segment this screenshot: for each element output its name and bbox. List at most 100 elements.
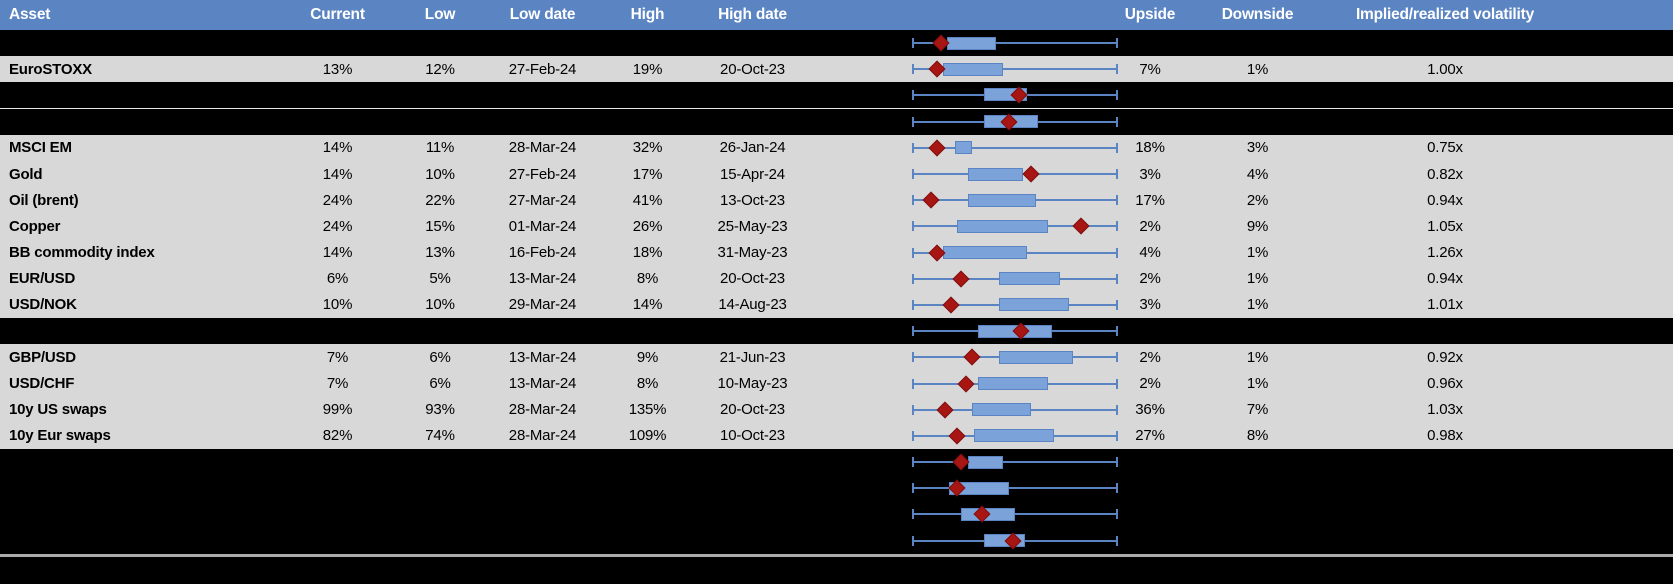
cell-low[interactable]: 5% (429, 270, 451, 288)
cell-downside[interactable]: 1% (1246, 296, 1269, 314)
cell-high-date[interactable]: 14-Aug-23 (718, 296, 787, 314)
cell-upside[interactable]: 17% (1135, 191, 1165, 209)
cell-high-date[interactable]: 25-May-23 (717, 217, 788, 235)
table-row[interactable]: USD/CHF 7% 6% 13-Mar-24 8% 10-May-23 2% 1% 0.96x (0, 370, 1673, 397)
table-row[interactable]: Oil (brent) 24% 22% 27-Mar-24 41% 13-Oct-23 17… (0, 187, 1673, 214)
column-header-implied-realized[interactable]: Implied/realized volatility (1355, 6, 1535, 23)
cell-upside[interactable]: 18% (1135, 139, 1165, 157)
cell-high[interactable]: 8% (636, 375, 659, 393)
cell-asset[interactable]: Gold (9, 165, 43, 183)
cell-high-date[interactable]: 31-May-23 (717, 244, 788, 262)
table-row[interactable]: GBP/USD 7% 6% 13-Mar-24 9% 21-Jun-23 2% 1% 0.92x (0, 344, 1673, 371)
cell-implied-realized-vol[interactable]: 1.00x (1427, 60, 1463, 78)
table-row[interactable] (0, 30, 1673, 57)
cell-downside[interactable]: 1% (1246, 60, 1269, 78)
cell-upside[interactable]: 3% (1139, 165, 1161, 183)
cell-implied-realized-vol[interactable]: 0.96x (1427, 375, 1463, 393)
cell-low[interactable]: 13% (425, 244, 455, 262)
cell-upside[interactable]: 7% (1139, 60, 1161, 78)
cell-downside[interactable]: 1% (1246, 348, 1269, 366)
cell-downside[interactable]: 3% (1246, 139, 1269, 157)
cell-high-date[interactable]: 15-Apr-24 (720, 165, 785, 183)
column-header-low[interactable]: Low (424, 6, 456, 23)
table-row[interactable]: Copper 24% 15% 01-Mar-24 26% 25-May-23 2% 9% 1.0… (0, 213, 1673, 240)
cell-low-date[interactable]: 28-Mar-24 (508, 139, 577, 157)
cell-high[interactable]: 9% (636, 348, 659, 366)
table-row[interactable]: 10y US swaps 99% 93% 28-Mar-24 135% 20-Oct-23… (0, 396, 1673, 423)
cell-high-date[interactable]: 20-Oct-23 (720, 60, 785, 78)
cell-implied-realized-vol[interactable]: 0.94x (1427, 270, 1463, 288)
table-row[interactable]: BB commodity index 14% 13% 16-Feb-24 18% 31-M… (0, 239, 1673, 266)
cell-high[interactable]: 41% (632, 191, 663, 209)
cell-asset[interactable]: Oil (brent) (9, 191, 79, 209)
column-header-current[interactable]: Current (310, 6, 365, 23)
cell-high-date[interactable]: 10-May-23 (717, 375, 788, 393)
cell-current[interactable]: 82% (322, 427, 353, 445)
cell-implied-realized-vol[interactable]: 0.92x (1427, 348, 1463, 366)
cell-upside[interactable]: 2% (1139, 375, 1161, 393)
cell-asset[interactable]: MSCI EM (9, 139, 72, 157)
cell-low[interactable]: 93% (425, 401, 455, 419)
cell-implied-realized-vol[interactable]: 1.03x (1427, 401, 1463, 419)
cell-high[interactable]: 32% (632, 139, 663, 157)
cell-implied-realized-vol[interactable]: 0.98x (1427, 427, 1463, 445)
cell-asset[interactable]: GBP/USD (9, 348, 76, 366)
cell-low-date[interactable]: 13-Mar-24 (508, 270, 577, 288)
cell-downside[interactable]: 4% (1246, 165, 1269, 183)
cell-low[interactable]: 22% (425, 191, 455, 209)
table-row[interactable]: MSCI EM 14% 11% 28-Mar-24 32% 26-Jan-24 18% 3% 0… (0, 134, 1673, 161)
cell-implied-realized-vol[interactable]: 1.01x (1427, 296, 1463, 314)
cell-low-date[interactable]: 27-Feb-24 (508, 165, 577, 183)
table-row[interactable] (0, 82, 1673, 109)
column-header-asset[interactable]: Asset (9, 6, 51, 23)
table-row[interactable] (0, 449, 1673, 476)
cell-low-date[interactable]: 13-Mar-24 (508, 348, 577, 366)
cell-low-date[interactable]: 28-Mar-24 (508, 427, 577, 445)
table-row[interactable] (0, 527, 1673, 554)
cell-downside[interactable]: 8% (1246, 427, 1269, 445)
cell-asset[interactable]: USD/NOK (9, 296, 77, 314)
cell-downside[interactable]: 1% (1246, 244, 1269, 262)
cell-high[interactable]: 135% (628, 401, 667, 419)
cell-low[interactable]: 15% (425, 217, 455, 235)
cell-high[interactable]: 26% (632, 217, 663, 235)
cell-current[interactable]: 7% (326, 375, 349, 393)
cell-low-date[interactable]: 27-Mar-24 (508, 191, 577, 209)
cell-asset[interactable]: 10y US swaps (9, 401, 107, 419)
cell-low[interactable]: 6% (429, 375, 451, 393)
cell-high[interactable]: 18% (632, 244, 663, 262)
column-header-downside[interactable]: Downside (1221, 6, 1294, 23)
column-header-high[interactable]: High (630, 6, 665, 23)
cell-low[interactable]: 74% (425, 427, 455, 445)
cell-upside[interactable]: 2% (1139, 270, 1161, 288)
cell-high-date[interactable]: 21-Jun-23 (719, 348, 786, 366)
cell-low-date[interactable]: 29-Mar-24 (508, 296, 577, 314)
cell-asset[interactable]: EUR/USD (9, 270, 76, 288)
cell-current[interactable]: 24% (322, 217, 353, 235)
column-header-upside[interactable]: Upside (1124, 6, 1176, 23)
cell-current[interactable]: 10% (322, 296, 353, 314)
cell-low[interactable]: 12% (425, 60, 455, 78)
cell-low-date[interactable]: 13-Mar-24 (508, 375, 577, 393)
table-row[interactable]: EUR/USD 6% 5% 13-Mar-24 8% 20-Oct-23 2% 1% 0.94x (0, 265, 1673, 292)
cell-current[interactable]: 99% (322, 401, 353, 419)
cell-high-date[interactable]: 20-Oct-23 (720, 401, 785, 419)
cell-implied-realized-vol[interactable]: 1.26x (1427, 244, 1463, 262)
cell-downside[interactable]: 1% (1246, 270, 1269, 288)
cell-upside[interactable]: 4% (1139, 244, 1161, 262)
table-row[interactable]: 10y Eur swaps 82% 74% 28-Mar-24 109% 10-Oct-2… (0, 422, 1673, 449)
cell-low[interactable]: 6% (429, 348, 451, 366)
cell-upside[interactable]: 2% (1139, 348, 1161, 366)
cell-asset[interactable]: Copper (9, 217, 61, 235)
cell-asset[interactable]: BB commodity index (9, 244, 155, 262)
table-row[interactable] (0, 108, 1673, 135)
table-row[interactable] (0, 318, 1673, 345)
cell-upside[interactable]: 36% (1135, 401, 1165, 419)
cell-high-date[interactable]: 13-Oct-23 (720, 191, 785, 209)
cell-low-date[interactable]: 27-Feb-24 (508, 60, 577, 78)
cell-low-date[interactable]: 28-Mar-24 (508, 401, 577, 419)
cell-low[interactable]: 10% (425, 296, 455, 314)
cell-asset[interactable]: USD/CHF (9, 375, 75, 393)
cell-downside[interactable]: 7% (1246, 401, 1269, 419)
cell-low-date[interactable]: 16-Feb-24 (508, 244, 577, 262)
